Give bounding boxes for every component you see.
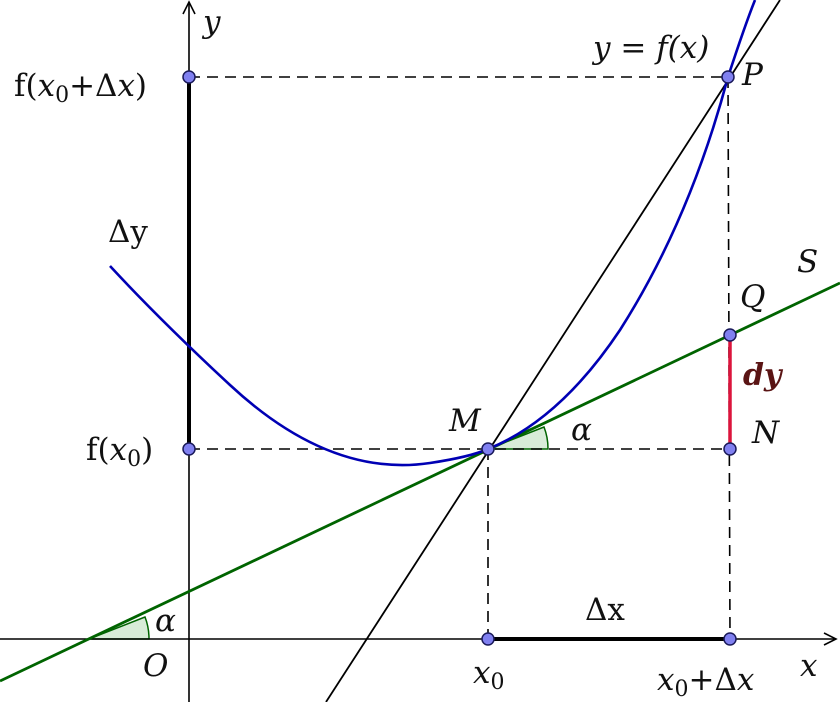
- point-m-label: M: [448, 403, 482, 439]
- point-fx0dx: [182, 70, 196, 84]
- angle-alpha-label-m: α: [571, 412, 592, 448]
- fx0dx-tick-label: f(x0+Δx): [14, 68, 147, 108]
- secant-line: [325, 0, 781, 702]
- delta-y-label: Δy: [108, 214, 148, 250]
- y-axis-arrow-icon: [182, 0, 196, 15]
- curve-label: y = f(x): [591, 30, 709, 66]
- x0dx-tick-label: x0+Δx: [657, 662, 755, 702]
- angle-alpha-label-axis: α: [155, 603, 176, 639]
- curve-f: [109, 0, 757, 467]
- point-n: [723, 442, 737, 456]
- delta-x-label: Δx: [585, 592, 625, 628]
- tangent-line-s: [0, 281, 840, 683]
- dy-label: dy: [743, 358, 784, 393]
- dashed-line-p-to-axis: [727, 76, 731, 640]
- x-axis-label: x: [800, 648, 818, 684]
- point-x0dx: [723, 632, 737, 646]
- point-x0: [481, 632, 495, 646]
- point-q-label: Q: [740, 279, 765, 315]
- x0-tick-label: x0: [473, 655, 504, 695]
- point-m: [481, 442, 495, 456]
- point-n-label: N: [751, 415, 781, 451]
- origin-label: O: [143, 648, 168, 684]
- fx0-tick-label: f(x0): [86, 432, 153, 472]
- point-fx0: [182, 442, 196, 456]
- x-axis-arrow-icon: [823, 632, 838, 646]
- point-q: [723, 328, 737, 342]
- tangent-label: S: [797, 244, 818, 280]
- y-axis-label: y: [201, 4, 221, 40]
- point-p: [721, 70, 735, 84]
- point-p-label: P: [741, 57, 764, 93]
